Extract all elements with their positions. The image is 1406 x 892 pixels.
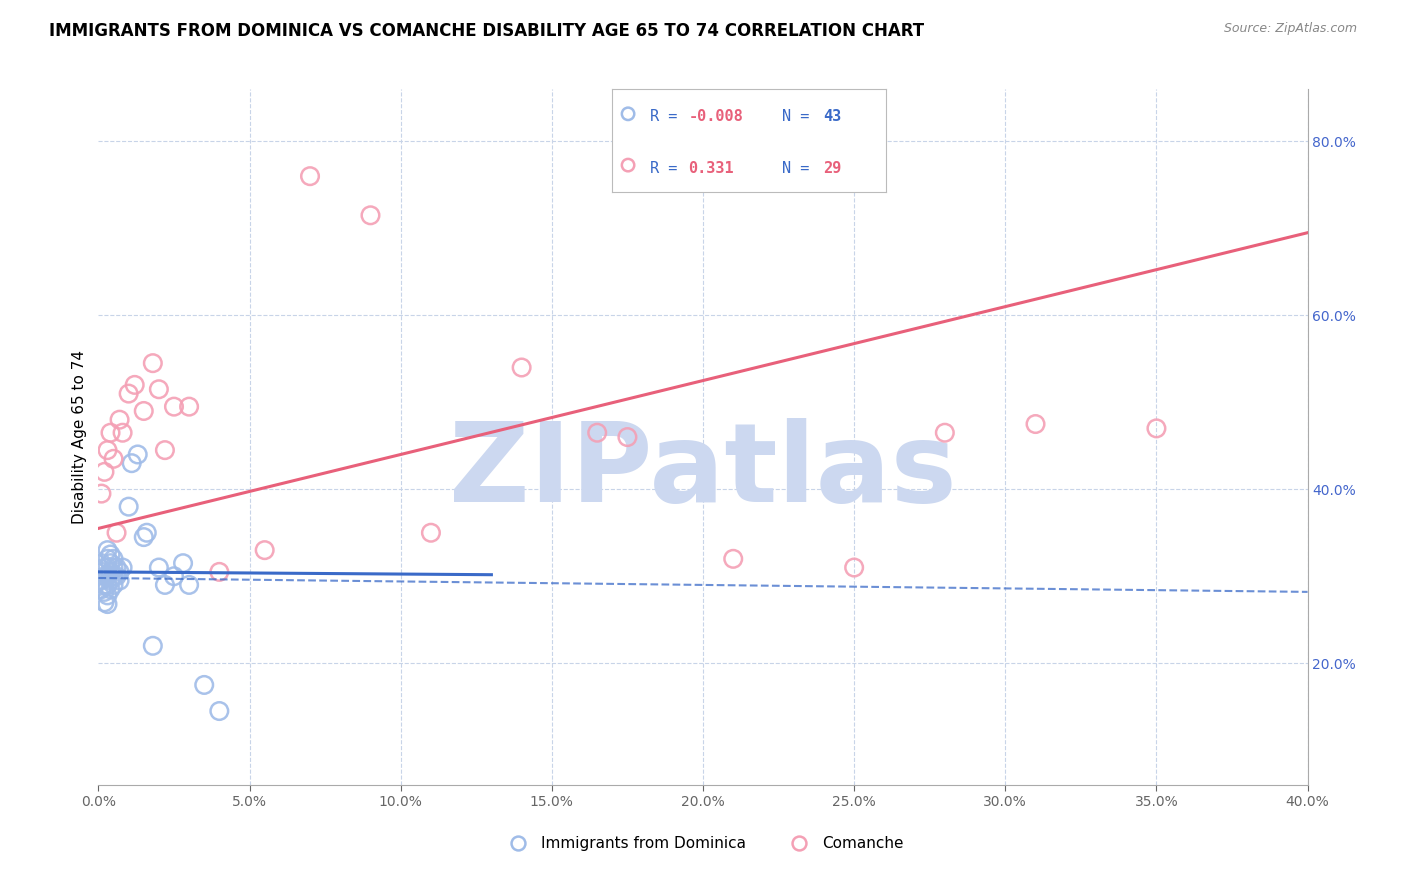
- Point: [90, 486, 112, 500]
- Point: [299, 169, 322, 184]
- Y-axis label: Disability Age 65 to 74: Disability Age 65 to 74: [72, 350, 87, 524]
- Point: [100, 425, 122, 440]
- Point: [163, 400, 186, 414]
- Point: [360, 208, 382, 222]
- Point: [96, 578, 118, 592]
- Point: [208, 565, 231, 579]
- Text: N =: N =: [782, 161, 818, 176]
- Point: [100, 582, 122, 597]
- Point: [616, 430, 638, 444]
- Point: [93, 585, 115, 599]
- Point: [90, 574, 112, 588]
- Point: [100, 565, 122, 579]
- Point: [93, 578, 115, 592]
- Point: [510, 360, 533, 375]
- Point: [100, 556, 122, 570]
- Point: [179, 578, 201, 592]
- Point: [93, 560, 115, 574]
- Point: [90, 565, 112, 579]
- Point: [148, 560, 170, 574]
- Point: [118, 500, 141, 514]
- Point: [118, 386, 141, 401]
- Point: [153, 578, 176, 592]
- Point: [103, 551, 125, 566]
- Point: [90, 582, 112, 597]
- Point: [142, 639, 165, 653]
- Point: [103, 569, 125, 583]
- Point: [108, 412, 131, 426]
- Point: [127, 447, 149, 462]
- Text: ZIPatlas: ZIPatlas: [449, 418, 957, 525]
- Text: -0.008: -0.008: [689, 110, 744, 124]
- Point: [90, 556, 112, 570]
- Point: [96, 543, 118, 558]
- Point: [148, 382, 170, 396]
- Point: [108, 565, 131, 579]
- Point: [108, 574, 131, 588]
- Point: [96, 443, 118, 458]
- Point: [132, 404, 155, 418]
- Point: [420, 525, 443, 540]
- Point: [844, 560, 866, 574]
- Point: [163, 569, 186, 583]
- Point: [135, 525, 157, 540]
- Point: [723, 551, 745, 566]
- Point: [934, 425, 956, 440]
- Point: [96, 588, 118, 602]
- Text: IMMIGRANTS FROM DOMINICA VS COMANCHE DISABILITY AGE 65 TO 74 CORRELATION CHART: IMMIGRANTS FROM DOMINICA VS COMANCHE DIS…: [49, 22, 924, 40]
- Text: 0.331: 0.331: [689, 161, 734, 176]
- Point: [1024, 417, 1046, 431]
- Point: [153, 443, 176, 458]
- Text: 43: 43: [823, 110, 841, 124]
- Point: [93, 465, 115, 479]
- Text: N =: N =: [782, 110, 818, 124]
- Point: [1144, 421, 1167, 435]
- Point: [105, 525, 128, 540]
- Point: [193, 678, 215, 692]
- Point: [172, 556, 194, 570]
- Point: [111, 425, 134, 440]
- Point: [93, 595, 115, 609]
- Point: [111, 560, 134, 574]
- Point: [100, 574, 122, 588]
- Point: [96, 560, 118, 574]
- Point: [179, 400, 201, 414]
- Point: [96, 569, 118, 583]
- Point: [253, 543, 276, 558]
- Point: [121, 456, 143, 470]
- Point: [96, 597, 118, 611]
- Text: R =: R =: [650, 110, 686, 124]
- Point: [105, 569, 128, 583]
- Point: [586, 425, 609, 440]
- Point: [103, 560, 125, 574]
- Point: [96, 551, 118, 566]
- Text: R =: R =: [650, 161, 686, 176]
- Point: [103, 578, 125, 592]
- Point: [105, 560, 128, 574]
- Point: [142, 356, 165, 370]
- Point: [208, 704, 231, 718]
- Legend: Immigrants from Dominica, Comanche: Immigrants from Dominica, Comanche: [496, 830, 910, 857]
- Point: [100, 548, 122, 562]
- Point: [124, 377, 146, 392]
- Point: [93, 569, 115, 583]
- Text: 29: 29: [823, 161, 841, 176]
- Text: Source: ZipAtlas.com: Source: ZipAtlas.com: [1223, 22, 1357, 36]
- Point: [103, 451, 125, 466]
- Point: [132, 530, 155, 544]
